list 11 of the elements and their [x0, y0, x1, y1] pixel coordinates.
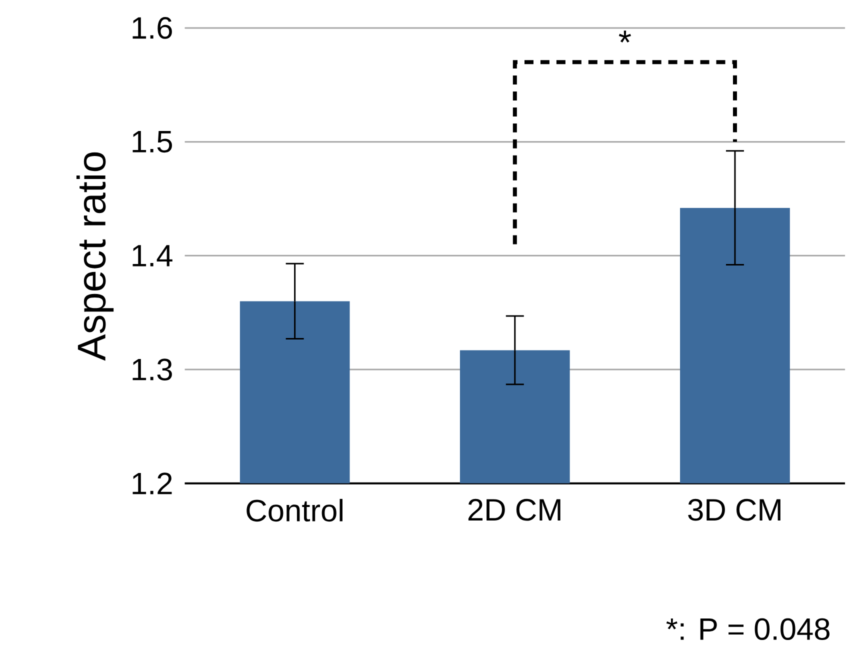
y-axis-title: Aspect ratio	[76, 152, 114, 361]
y-tick-label: 1.5	[132, 130, 172, 152]
x-tick-label: 2D CM	[468, 498, 560, 521]
y-tick-label: 1.6	[132, 16, 172, 39]
y-tick-label: 1.3	[132, 358, 172, 380]
x-tick-label: 3D CM	[688, 498, 780, 521]
y-tick-label: 1.2	[132, 472, 172, 494]
annotation: *	[618, 30, 631, 42]
x-tick-label: Control	[246, 498, 342, 522]
y-tick-label: 1.4	[132, 244, 172, 266]
text: *: P = 0.048	[666, 618, 830, 640]
